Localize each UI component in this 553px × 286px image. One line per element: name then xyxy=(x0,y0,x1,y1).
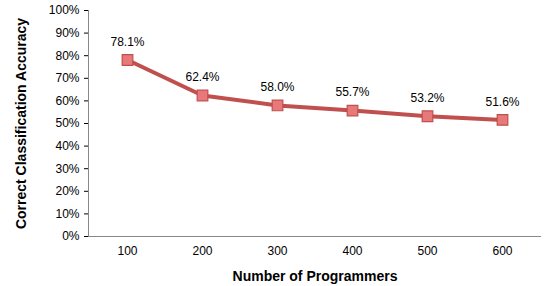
svg-text:200: 200 xyxy=(192,244,212,258)
svg-text:100: 100 xyxy=(117,244,137,258)
svg-text:Number of Programmers: Number of Programmers xyxy=(233,268,398,284)
svg-text:55.7%: 55.7% xyxy=(335,85,369,99)
svg-text:90%: 90% xyxy=(55,26,79,40)
svg-text:78.1%: 78.1% xyxy=(110,35,144,49)
svg-text:51.6%: 51.6% xyxy=(485,95,519,109)
svg-text:30%: 30% xyxy=(55,162,79,176)
svg-text:50%: 50% xyxy=(55,116,79,130)
svg-text:53.2%: 53.2% xyxy=(410,91,444,105)
svg-text:Correct Classification Accurac: Correct Classification Accuracy xyxy=(13,18,29,229)
svg-text:58.0%: 58.0% xyxy=(260,80,294,94)
svg-text:500: 500 xyxy=(417,244,437,258)
svg-text:100%: 100% xyxy=(49,3,80,17)
svg-text:0%: 0% xyxy=(62,229,80,243)
svg-text:62.4%: 62.4% xyxy=(185,70,219,84)
svg-text:600: 600 xyxy=(492,244,512,258)
svg-text:20%: 20% xyxy=(55,184,79,198)
svg-text:10%: 10% xyxy=(55,207,79,221)
svg-text:400: 400 xyxy=(342,244,362,258)
svg-text:40%: 40% xyxy=(55,139,79,153)
svg-text:80%: 80% xyxy=(55,49,79,63)
svg-text:300: 300 xyxy=(267,244,287,258)
svg-text:70%: 70% xyxy=(55,71,79,85)
svg-text:60%: 60% xyxy=(55,94,79,108)
